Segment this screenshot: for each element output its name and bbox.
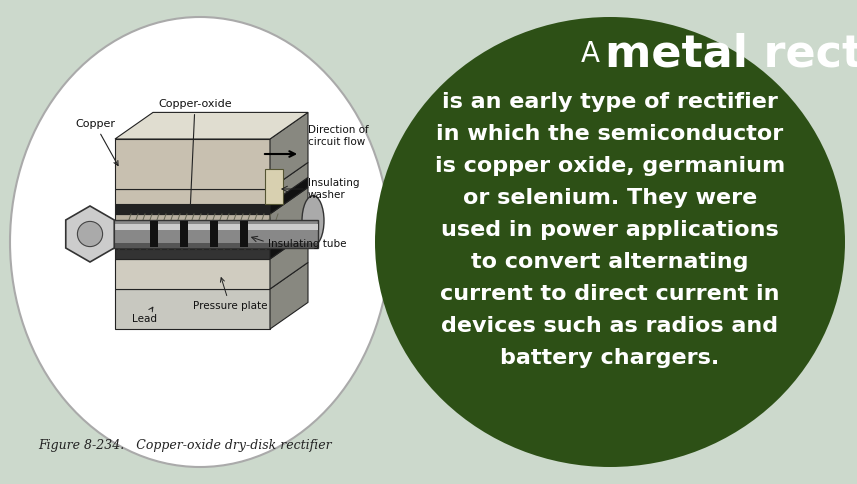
Text: Insulating
washer: Insulating washer [308, 178, 359, 200]
Polygon shape [270, 232, 308, 289]
Text: used in power applications: used in power applications [441, 220, 779, 240]
Text: Lead: Lead [133, 307, 158, 324]
Text: Copper: Copper [75, 119, 118, 166]
Polygon shape [115, 112, 308, 139]
Ellipse shape [155, 144, 185, 324]
Bar [150, 221, 158, 247]
Text: A: A [581, 40, 600, 68]
Text: current to direct current in: current to direct current in [440, 284, 780, 304]
Ellipse shape [375, 17, 845, 467]
Bar [115, 259, 270, 289]
Text: Direction of
circuit flow: Direction of circuit flow [308, 125, 369, 147]
Text: is an early type of rectifier: is an early type of rectifier [442, 92, 778, 112]
Polygon shape [270, 187, 308, 249]
Bar [70, 220, 318, 248]
Ellipse shape [10, 17, 390, 467]
Bar [70, 243, 318, 248]
Bar [180, 221, 188, 247]
Text: Insulating tube: Insulating tube [268, 239, 346, 249]
Bar [265, 169, 283, 204]
Text: Pressure plate: Pressure plate [193, 278, 267, 311]
Text: or selenium. They were: or selenium. They were [463, 188, 757, 208]
Polygon shape [270, 178, 308, 214]
Ellipse shape [302, 196, 324, 246]
Bar [240, 221, 248, 247]
Circle shape [77, 221, 103, 247]
Polygon shape [270, 112, 308, 189]
Polygon shape [66, 206, 114, 262]
Bar [210, 221, 218, 247]
Text: in which the semiconductor: in which the semiconductor [436, 124, 783, 144]
Text: metal rectifier: metal rectifier [605, 32, 857, 76]
Text: devices such as radios and: devices such as radios and [441, 316, 778, 336]
Polygon shape [270, 262, 308, 329]
Text: Figure 8-234.   Copper-oxide dry-disk rectifier: Figure 8-234. Copper-oxide dry-disk rect… [39, 439, 332, 453]
Polygon shape [270, 163, 308, 204]
Bar [115, 139, 270, 189]
Text: Copper-oxide: Copper-oxide [159, 99, 231, 210]
Bar [115, 189, 270, 204]
Text: battery chargers.: battery chargers. [500, 348, 720, 368]
Bar [115, 249, 270, 259]
Text: to convert alternating: to convert alternating [471, 252, 749, 272]
Text: is copper oxide, germanium: is copper oxide, germanium [434, 156, 785, 176]
Bar [115, 214, 270, 249]
Polygon shape [270, 223, 308, 259]
Bar [115, 204, 270, 214]
Bar [115, 289, 270, 329]
Bar [70, 224, 318, 230]
